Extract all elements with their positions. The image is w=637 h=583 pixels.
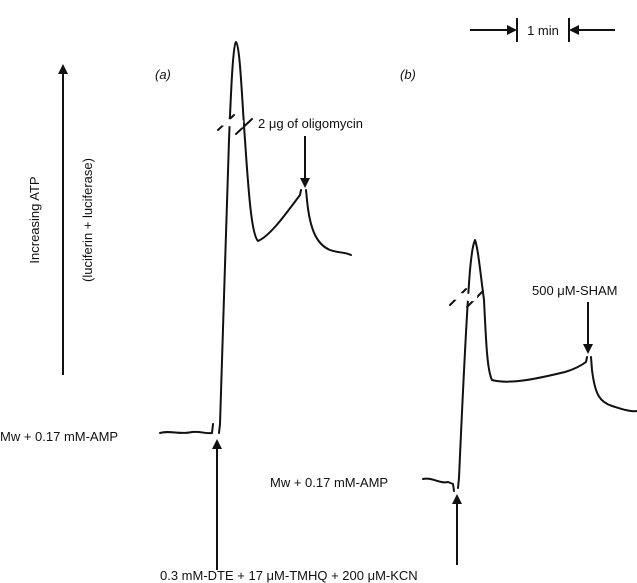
y-label: Increasing ATP <box>27 176 42 263</box>
y-label-sub: (luciferin + luciferase) <box>80 158 95 282</box>
annotation: 500 μM-SHAM <box>532 283 618 298</box>
scale-label: 1 min <box>527 23 559 38</box>
annotation: 2 μg of oligomycin <box>258 116 363 131</box>
trace-a <box>159 41 352 435</box>
annotation: 0.3 mM-DTE + 17 μM-TMHQ + 200 μM-KCN <box>160 568 418 583</box>
break-gap <box>452 292 478 302</box>
break-gap <box>221 118 244 128</box>
panel-label: (a) <box>155 67 171 82</box>
panel-label: (b) <box>400 67 416 82</box>
annotation: Mw + 0.17 mM-AMP <box>0 429 118 444</box>
annotation: Mw + 0.17 mM-AMP <box>270 475 388 490</box>
trace-b <box>422 239 637 492</box>
